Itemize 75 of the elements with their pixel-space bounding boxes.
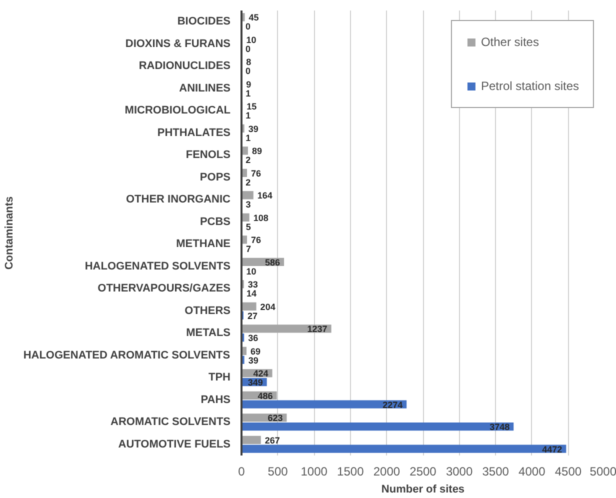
y-tick-label: RADIONUCLIDES — [138, 60, 231, 72]
x-tick-label: 2500 — [410, 464, 437, 478]
data-label: 89 — [252, 146, 262, 156]
data-label: 45 — [248, 12, 259, 23]
y-tick-label: PCBS — [200, 216, 230, 228]
data-label: 2 — [246, 155, 251, 166]
data-label: 4472 — [542, 444, 562, 454]
data-label: 108 — [253, 212, 268, 223]
x-tick-label: 3500 — [482, 464, 510, 478]
data-label: 204 — [260, 302, 276, 312]
legend-label: Petrol station sites — [480, 79, 579, 93]
data-label: 623 — [268, 413, 283, 424]
data-label: 7 — [246, 244, 252, 254]
x-tick-label: 1500 — [337, 464, 364, 478]
data-label: 0 — [246, 44, 251, 54]
x-axis-title: Number of sites — [381, 484, 465, 496]
x-tick-label: 1000 — [300, 464, 328, 478]
data-label: 586 — [265, 257, 280, 268]
y-tick-label: HALOGENATED SOLVENTS — [84, 260, 231, 272]
y-tick-label: BIOCIDES — [177, 16, 231, 28]
data-label: 486 — [258, 390, 273, 401]
data-label: 9 — [246, 79, 252, 90]
data-label: 1237 — [307, 324, 328, 334]
data-label: 1 — [246, 110, 251, 121]
data-label: 39 — [248, 124, 258, 134]
y-tick-label: METHANE — [176, 238, 231, 250]
y-tick-label: AROMATIC SOLVENTS — [110, 416, 231, 428]
x-tick-label: 4500 — [554, 464, 582, 478]
y-tick-label: TPH — [208, 372, 231, 384]
y-tick-label: PHTHALATES — [157, 126, 231, 139]
y-tick-label: POPS — [200, 171, 231, 184]
data-label: 8 — [246, 57, 252, 68]
x-tick-label: 500 — [268, 464, 288, 478]
data-label: 36 — [248, 333, 258, 344]
x-tick-label: 3000 — [446, 464, 473, 478]
y-tick-label: FENOLS — [186, 149, 231, 162]
data-label: 2 — [246, 177, 251, 188]
data-label: 1 — [246, 132, 251, 143]
data-label: 27 — [247, 310, 258, 321]
y-tick-label: ANILINES — [179, 82, 231, 94]
y-tick-label: OTHER INORGANIC — [126, 194, 231, 206]
x-tick-label: 5000 — [590, 464, 616, 478]
data-label: 33 — [248, 280, 258, 290]
data-label: 2274 — [382, 400, 403, 410]
data-label: 164 — [257, 190, 272, 201]
data-label: 1 — [246, 88, 251, 98]
y-tick-label: HALOGENATED AROMATIC SOLVENTS — [23, 349, 230, 362]
y-tick-label: OTHERS — [184, 304, 231, 317]
data-label: 76 — [251, 168, 262, 178]
y-tick-label: MICROBIOLOGICAL — [124, 104, 231, 117]
data-label: 349 — [248, 378, 263, 388]
data-label: 3748 — [490, 422, 510, 432]
x-tick-label: 0 — [238, 464, 246, 478]
data-label: 10 — [246, 266, 256, 276]
data-label: 424 — [253, 368, 268, 379]
data-label: 69 — [250, 346, 261, 356]
data-label: 15 — [246, 102, 257, 112]
data-label: 3 — [246, 200, 251, 210]
data-label: 267 — [264, 435, 280, 446]
y-tick-label: AUTOMOTIVE FUELS — [118, 438, 231, 450]
y-tick-label: METALS — [186, 327, 231, 340]
data-label: 39 — [248, 355, 258, 366]
data-label: 0 — [246, 22, 251, 32]
data-label: 76 — [251, 235, 262, 246]
data-label: 10 — [246, 34, 256, 45]
data-label: 14 — [246, 288, 257, 299]
legend-label: Other sites — [480, 35, 539, 49]
data-label: 0 — [246, 66, 251, 76]
y-axis-title: Contaminants — [3, 196, 16, 270]
x-tick-label: 4000 — [518, 464, 546, 478]
data-label: 5 — [246, 222, 251, 232]
x-tick-label: 2000 — [373, 464, 400, 478]
y-tick-label: DIOXINS & FURANS — [125, 38, 231, 50]
y-tick-label: PAHS — [200, 394, 231, 406]
y-tick-label: OTHERVAPOURS/GAZES — [98, 282, 231, 295]
